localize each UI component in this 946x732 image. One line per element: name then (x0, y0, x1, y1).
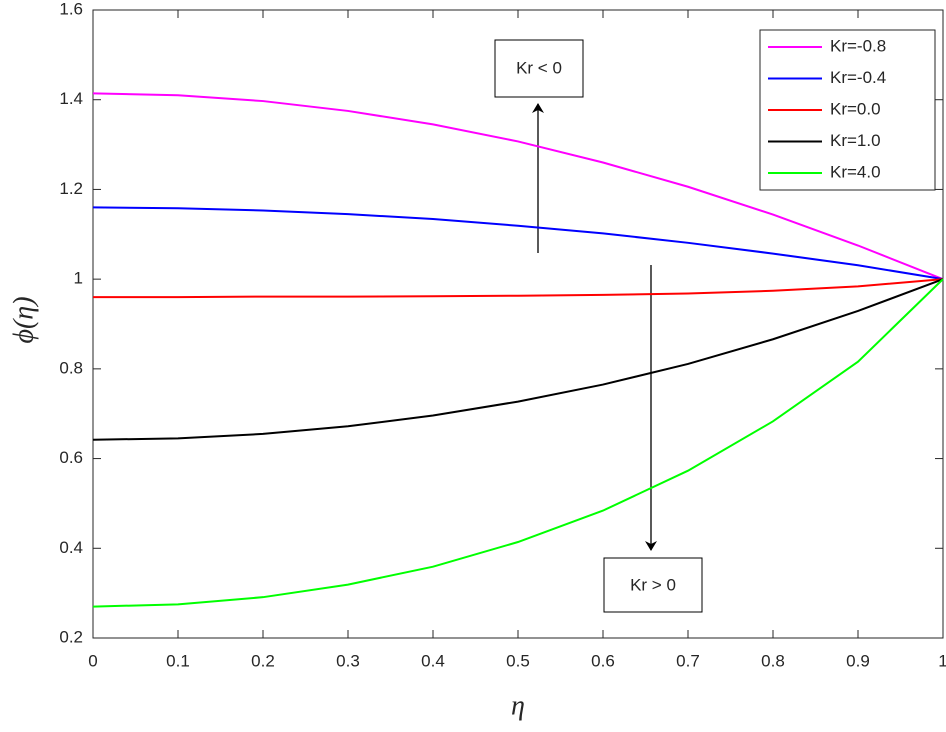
data-line (92, 92, 944, 281)
x-tick-label: 1 (938, 651, 946, 670)
x-tick-label: 0.4 (421, 651, 445, 670)
x-tick-label: 0.1 (166, 651, 190, 670)
y-tick-label: 0.8 (59, 358, 83, 377)
data-line (92, 206, 944, 281)
x-tick-label: 0 (88, 651, 97, 670)
legend-label: Kr=4.0 (830, 162, 881, 181)
x-tick-label: 0.6 (591, 651, 615, 670)
x-tick-label: 0.2 (251, 651, 275, 670)
legend-label: Kr=0.0 (830, 99, 881, 118)
x-tick-label: 0.3 (336, 651, 360, 670)
y-tick-label: 0.2 (59, 627, 83, 646)
data-line (92, 278, 944, 608)
annotation: Kr > 0 (630, 575, 676, 594)
annotation: Kr < 0 (516, 58, 562, 77)
x-tick-label: 0.7 (676, 651, 700, 670)
legend-label: Kr=1.0 (830, 131, 881, 150)
y-tick-label: 0.6 (59, 448, 83, 467)
legend-label: Kr=-0.8 (830, 36, 886, 55)
y-tick-label: 1 (74, 269, 83, 288)
y-tick-label: 1.4 (59, 89, 83, 108)
y-tick-label: 1.2 (59, 179, 83, 198)
x-tick-label: 0.9 (846, 651, 870, 670)
x-tick-label: 0.5 (506, 651, 530, 670)
x-tick-label: 0.8 (761, 651, 785, 670)
y-tick-label: 0.4 (59, 538, 83, 557)
data-line (92, 278, 944, 441)
annotation-box (494, 39, 584, 98)
y-axis-label: ϕ(η) (8, 296, 39, 343)
y-tick-label: 1.6 (59, 0, 83, 18)
x-axis-label: η (511, 690, 525, 721)
annotation-box (603, 557, 703, 613)
legend-label: Kr=-0.4 (830, 68, 886, 87)
data-line (93, 278, 944, 299)
